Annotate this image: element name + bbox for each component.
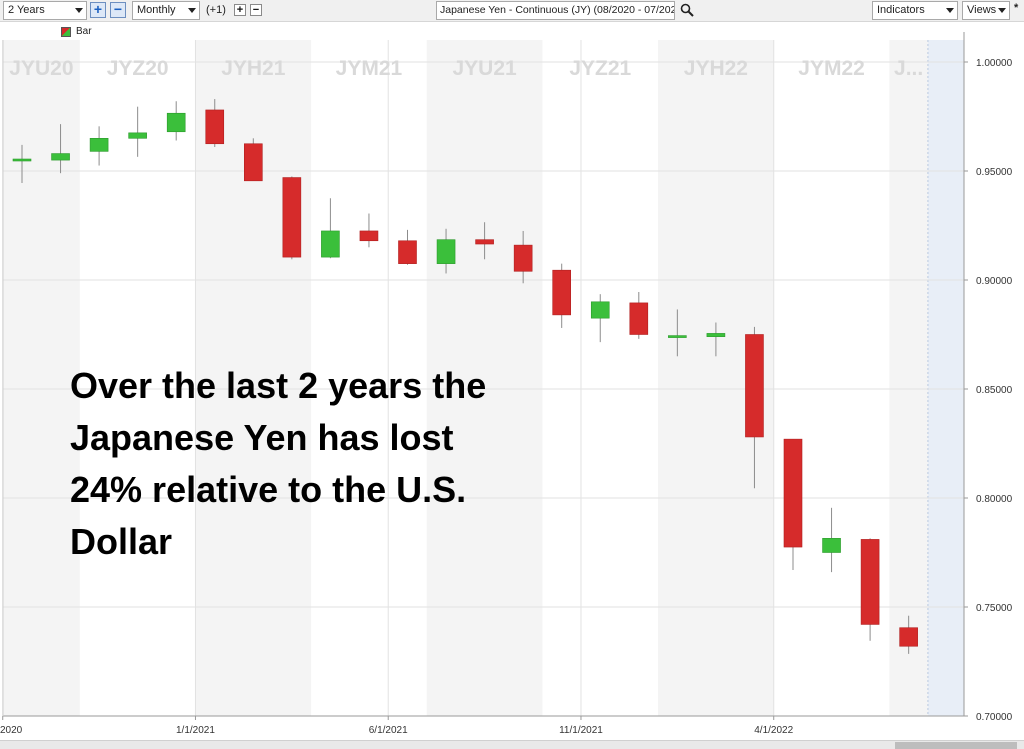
symbol-value: Japanese Yen - Continuous (JY) (08/2020 …: [440, 4, 675, 16]
candlesticks: [12, 99, 918, 654]
candle-body-up: [321, 230, 340, 258]
chevron-down-icon: [946, 8, 954, 13]
contract-label: JYM21: [336, 57, 403, 80]
x-tick-label: 4/1/2022: [754, 725, 793, 736]
views-label: Views: [967, 4, 997, 16]
candle-body-down: [244, 143, 263, 182]
contract-labels: JYU20 JYZ20 JYH21 JYM21 JYU21 JYZ21 JYH22 JYM22…: [9, 57, 923, 80]
contract-label: JYU20: [9, 57, 73, 80]
candle-body-up: [166, 112, 186, 133]
minus-icon: −: [252, 4, 260, 16]
contract-label: JYZ20: [107, 57, 169, 80]
plus-icon: +: [236, 4, 244, 16]
candle-body-down: [629, 302, 649, 335]
candle-body-up: [706, 333, 726, 337]
candle-body-up: [822, 538, 841, 553]
interval-value: Monthly: [137, 4, 176, 16]
offset-label: (+1): [206, 4, 226, 16]
candle-body-down: [359, 230, 379, 242]
candle-body-down: [899, 627, 918, 647]
annotation-line: Over the last 2 years the: [70, 365, 487, 406]
time-scrollbar[interactable]: [0, 740, 1024, 749]
candle-body-up: [436, 239, 456, 264]
x-tick-label: 6/1/2021: [369, 725, 408, 736]
candle-body-up: [668, 335, 687, 338]
candle-body-up: [128, 132, 147, 139]
indicators-label: Indicators: [877, 4, 925, 16]
contract-label: JYZ21: [569, 57, 631, 80]
annotation-line: 24% relative to the U.S.: [70, 469, 467, 510]
search-icon[interactable]: [680, 3, 694, 17]
y-tick-label: 1.00000: [976, 58, 1013, 69]
candle-body-down: [860, 539, 880, 625]
chevron-down-icon: [188, 8, 196, 13]
y-tick-label: 0.70000: [976, 712, 1013, 723]
period-select[interactable]: 2 Years: [3, 1, 87, 20]
candle-body-up: [89, 138, 109, 152]
candle-body-down: [475, 239, 494, 245]
candle-body-up: [12, 158, 32, 162]
contract-label: JYH22: [684, 57, 748, 80]
candle-body-down: [282, 177, 302, 258]
candle-body-down: [745, 334, 764, 438]
x-tick-label: 11/1/2021: [559, 725, 603, 736]
annotation-line: Dollar: [70, 521, 173, 562]
candle-body-up: [51, 153, 70, 161]
period-value: 2 Years: [8, 4, 45, 16]
contract-band: [426, 40, 543, 716]
bar-series-swatch: [61, 27, 71, 37]
axes: 1.00000 0.95000 0.90000 0.85000 0.80000 0.750…: [0, 32, 1013, 736]
indicators-select[interactable]: Indicators: [872, 1, 958, 20]
symbol-search-input[interactable]: Japanese Yen - Continuous (JY) (08/2020 …: [436, 1, 675, 20]
candle-body-down: [398, 240, 417, 264]
candle-body-down: [783, 438, 803, 548]
contract-label: JYM22: [798, 57, 865, 80]
future-area: [927, 40, 964, 716]
candle-body-down: [513, 244, 533, 272]
scrollbar-thumb[interactable]: [895, 742, 1017, 749]
candle-body-up: [590, 301, 610, 319]
candle-body-down: [205, 109, 225, 145]
contract-band: [3, 40, 80, 716]
contract-band: [889, 40, 928, 716]
zoom-out-button[interactable]: −: [110, 2, 126, 18]
zoom-in-button[interactable]: +: [90, 2, 106, 18]
legend-label: Bar: [76, 26, 92, 37]
y-tick-label: 0.85000: [976, 385, 1013, 396]
chevron-down-icon: [998, 8, 1006, 13]
y-tick-label: 0.75000: [976, 603, 1013, 614]
y-tick-label: 0.95000: [976, 167, 1013, 178]
x-tick-label: 8/1/2020: [0, 725, 23, 736]
y-tick-label: 0.80000: [976, 494, 1013, 505]
x-tick-label: 1/1/2021: [176, 725, 215, 736]
views-select[interactable]: Views: [962, 1, 1010, 20]
offset-increase-button[interactable]: +: [234, 4, 246, 16]
minus-icon: −: [113, 1, 123, 17]
plus-icon: +: [93, 1, 103, 17]
favorite-star[interactable]: *: [1014, 2, 1019, 14]
interval-select[interactable]: Monthly: [132, 1, 200, 20]
offset-decrease-button[interactable]: −: [250, 4, 262, 16]
chevron-down-icon: [75, 8, 83, 13]
y-tick-label: 0.90000: [976, 276, 1013, 287]
chart-toolbar: 2 Years + − Monthly (+1) + − Japanese Ye…: [0, 0, 1024, 22]
annotation-line: Japanese Yen has lost: [70, 417, 454, 458]
contract-label: J...: [894, 57, 923, 80]
candle-body-down: [552, 269, 572, 316]
contract-label: JYU21: [452, 57, 517, 80]
chart-annotation: Over the last 2 years the Japanese Yen h…: [70, 360, 630, 568]
contract-label: JYH21: [221, 57, 286, 80]
